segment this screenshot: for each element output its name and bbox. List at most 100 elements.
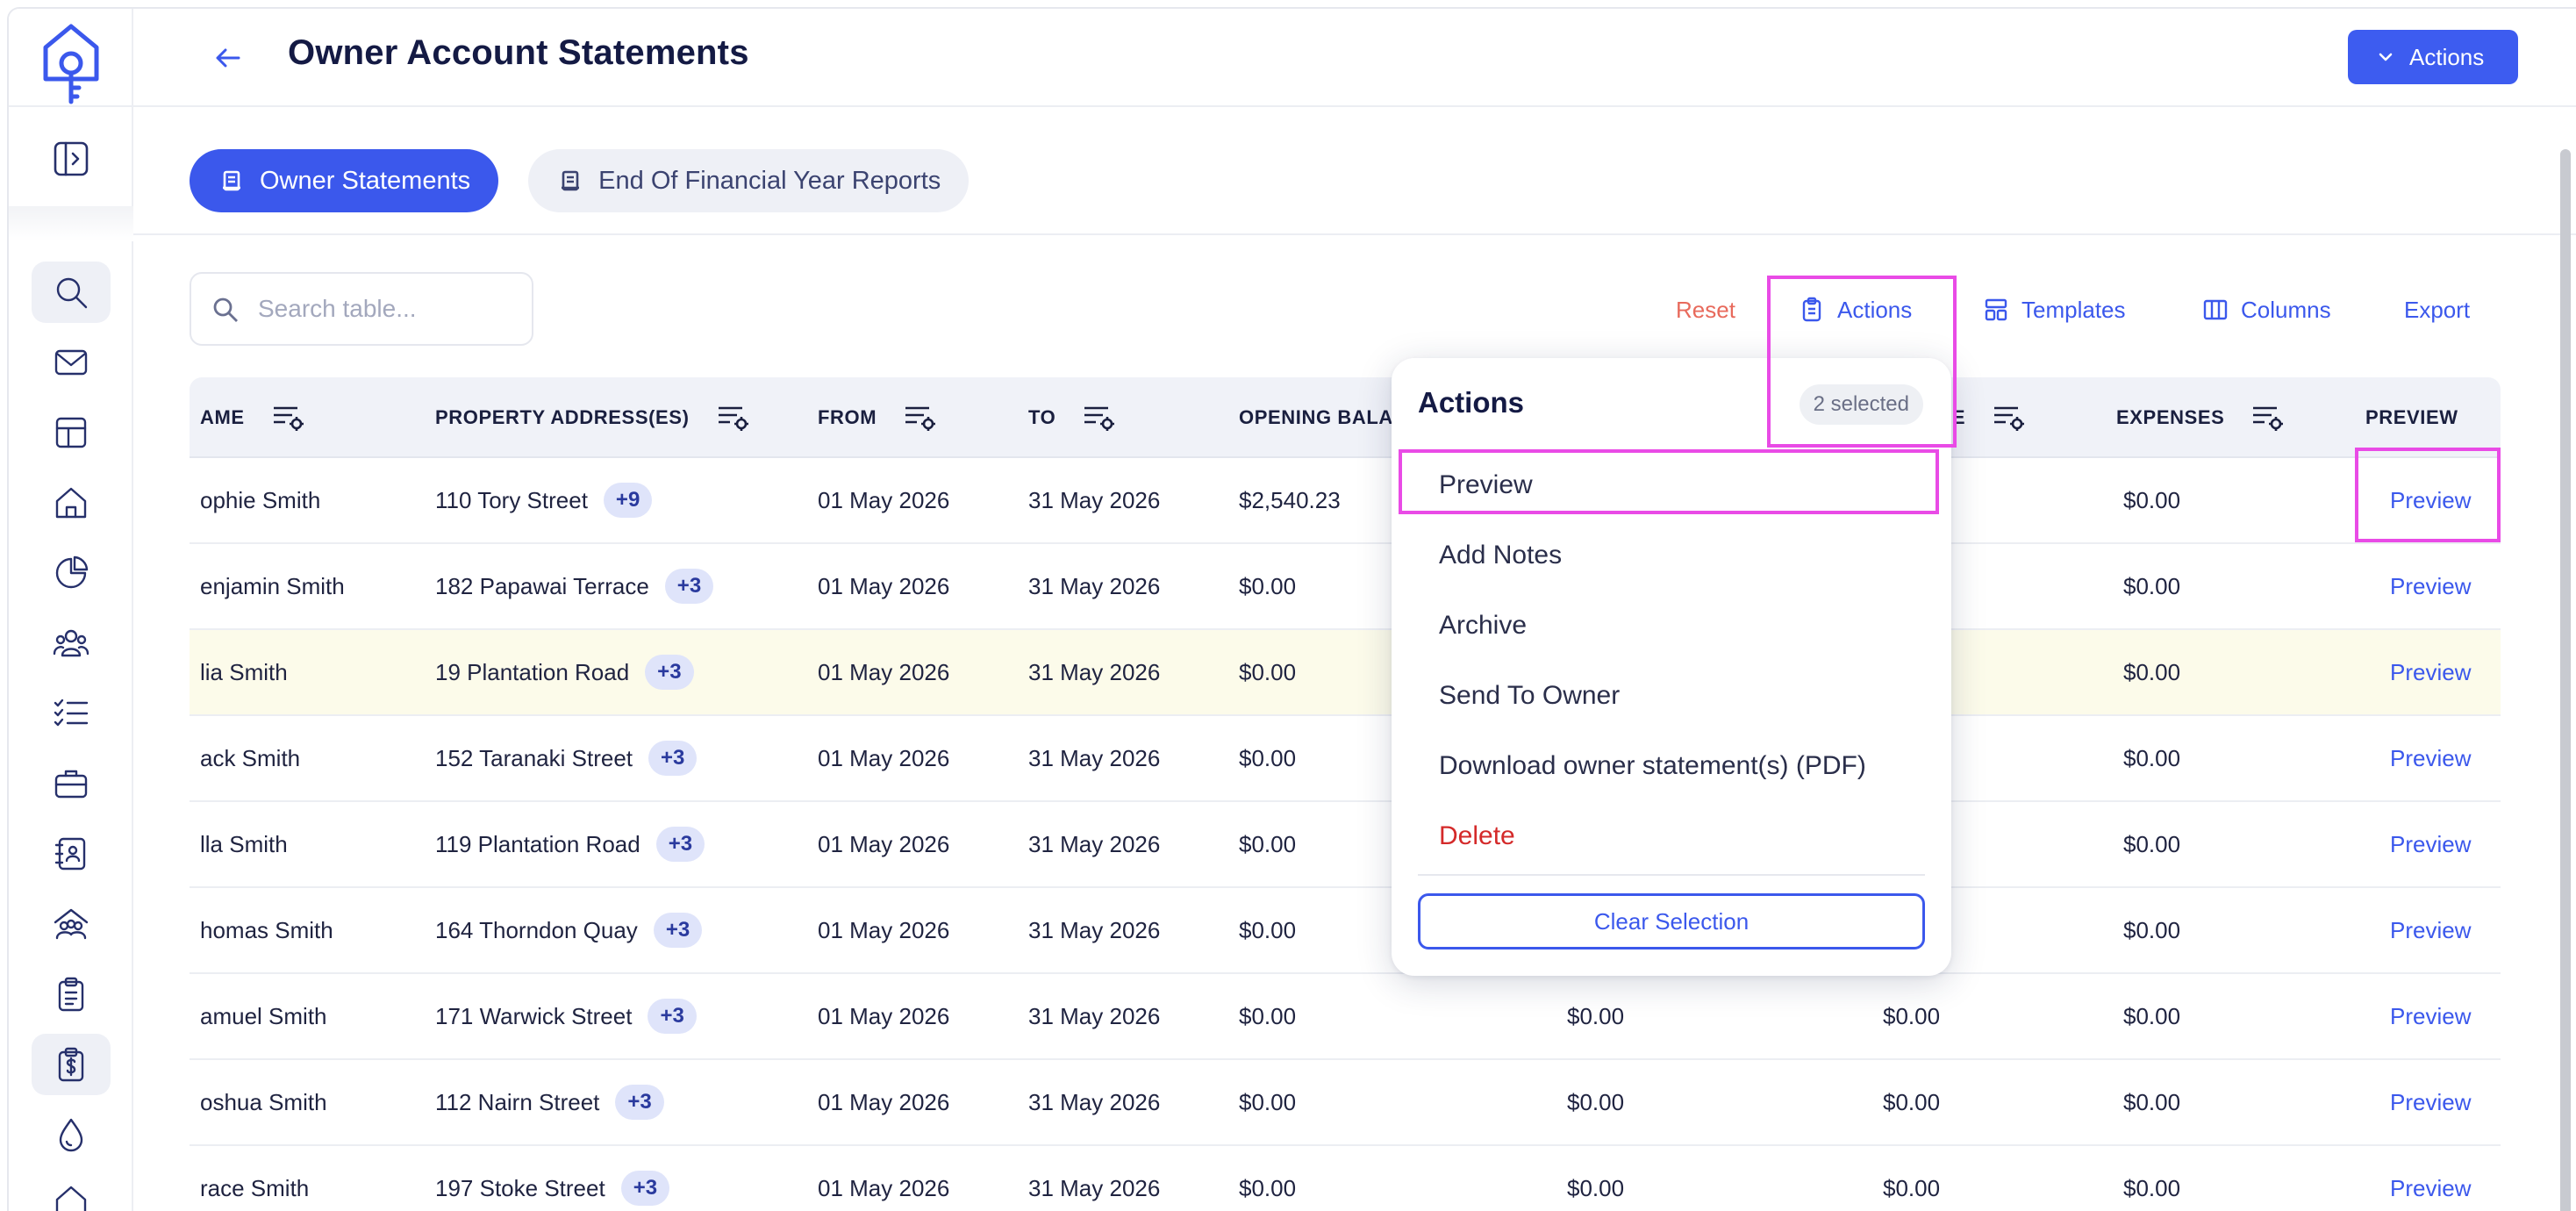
column-settings-icon[interactable] (2250, 402, 2286, 434)
cell-address: 112 Nairn Street +3 (435, 1060, 664, 1144)
menu-item-send-to-owner[interactable]: Send To Owner (1439, 681, 1621, 710)
header-actions-button[interactable]: Actions (2348, 30, 2518, 84)
more-properties-badge[interactable]: +9 (603, 483, 653, 518)
cell-opening: $0.00 (1239, 1060, 1296, 1144)
header-address[interactable]: PROPERTY ADDRESS(ES) (435, 377, 751, 458)
cell-text: 01 May 2026 (818, 1088, 950, 1115)
header-name-label: AME (200, 406, 245, 428)
cell-text: $0.00 (2123, 830, 2181, 857)
cell-opening: $0.00 (1239, 802, 1296, 886)
selected-count-badge: 2 selected (1799, 384, 1923, 425)
column-settings-icon[interactable] (1082, 402, 1117, 434)
briefcase-icon[interactable] (32, 753, 111, 814)
checklist-icon[interactable] (32, 683, 111, 744)
columns-button[interactable]: Columns (2202, 288, 2331, 332)
table-actions-label: Actions (1837, 296, 1913, 323)
reset-button[interactable]: Reset (1676, 288, 1735, 332)
cell-from: 01 May 2026 (818, 802, 949, 886)
clipboard-dollar-icon[interactable] (32, 1034, 111, 1095)
preview-link[interactable]: Preview (2390, 1146, 2471, 1211)
cell-text: 164 Thorndon Quay (435, 916, 638, 943)
table-row[interactable]: homas Smith 164 Thorndon Quay +3 01 May 202… (190, 888, 2501, 974)
header-to[interactable]: TO (1028, 377, 1117, 458)
header-from[interactable]: FROM (818, 377, 938, 458)
house-icon[interactable] (32, 1171, 111, 1211)
table-row[interactable]: amuel Smith 171 Warwick Street +3 01 May 20… (190, 974, 2501, 1060)
vertical-scrollbar[interactable] (2560, 149, 2571, 1211)
clipboard-icon[interactable] (32, 964, 111, 1025)
templates-button[interactable]: Templates (1983, 288, 2126, 332)
table-row[interactable]: race Smith 197 Stoke Street +3 01 May 2026 3… (190, 1146, 2501, 1211)
mail-icon[interactable] (32, 332, 111, 393)
table-row[interactable]: oshua Smith 112 Nairn Street +3 01 May 2026… (190, 1060, 2501, 1146)
logo-icon[interactable] (40, 21, 102, 105)
menu-item-add-notes[interactable]: Add Notes (1439, 541, 1563, 570)
menu-item-archive[interactable]: Archive (1439, 611, 1528, 640)
cell-from: 01 May 2026 (818, 888, 949, 972)
tabs-divider (133, 233, 2576, 235)
cell-to: 31 May 2026 (1028, 1060, 1160, 1144)
people-icon[interactable] (32, 613, 111, 674)
cell-text: 112 Nairn Street (435, 1088, 600, 1115)
sidebar (9, 9, 133, 1211)
team-house-icon[interactable] (32, 893, 111, 955)
contacts-book-icon[interactable] (32, 823, 111, 885)
cell-text: Preview (2390, 486, 2472, 513)
table-row[interactable]: enjamin Smith 182 Papawai Terrace +3 01 May… (190, 544, 2501, 630)
more-properties-badge[interactable]: +3 (664, 569, 714, 604)
preview-link[interactable]: Preview (2390, 888, 2471, 972)
table-header: AME PROPERTY ADDRESS(ES) FROM TO OPENING… (190, 377, 2501, 458)
cell-text: Preview (2390, 830, 2472, 857)
column-settings-icon[interactable] (716, 402, 751, 434)
cell-text: Preview (2390, 658, 2472, 685)
water-drop-icon[interactable] (32, 1104, 111, 1165)
cell-name: ack Smith (200, 716, 300, 800)
more-properties-badge[interactable]: +3 (648, 741, 698, 776)
more-properties-badge[interactable]: +3 (653, 913, 703, 948)
menu-item-delete[interactable]: Delete (1439, 821, 1515, 850)
more-properties-badge[interactable]: +3 (620, 1171, 670, 1206)
header-expenses[interactable]: EXPENSES (2116, 377, 2286, 458)
cell-name: lla Smith (200, 802, 288, 886)
columns-icon (2203, 299, 2228, 320)
tab-owner-statements[interactable]: Owner Statements (190, 149, 499, 212)
search-input[interactable]: Search table... (190, 272, 533, 346)
cell-text: 01 May 2026 (818, 744, 950, 771)
table-row[interactable]: lia Smith 19 Plantation Road +3 01 May 2026… (190, 630, 2501, 716)
table-actions-button[interactable]: Actions (1799, 288, 1912, 332)
column-settings-icon[interactable] (271, 402, 306, 434)
preview-link[interactable]: Preview (2390, 974, 2471, 1058)
preview-link[interactable]: Preview (2390, 630, 2471, 714)
layout-icon[interactable] (32, 402, 111, 463)
back-arrow-icon[interactable] (211, 40, 246, 75)
menu-item-preview[interactable]: Preview (1439, 470, 1533, 499)
home-icon[interactable] (32, 472, 111, 534)
cell-text: $0.00 (1883, 1174, 1941, 1201)
table-row[interactable]: lla Smith 119 Plantation Road +3 01 May 202… (190, 802, 2501, 888)
preview-link[interactable]: Preview (2390, 802, 2471, 886)
more-properties-badge[interactable]: +3 (655, 827, 705, 862)
preview-link[interactable]: Preview (2390, 458, 2471, 542)
tab-label: End Of Financial Year Reports (598, 166, 941, 195)
tab-end-of-financial-year-reports[interactable]: End Of Financial Year Reports (528, 149, 970, 212)
sidebar-toggle-icon[interactable] (53, 140, 89, 177)
preview-link[interactable]: Preview (2390, 1060, 2471, 1144)
export-button[interactable]: Export (2404, 288, 2470, 332)
more-properties-badge[interactable]: +3 (615, 1085, 664, 1120)
more-properties-badge[interactable]: +3 (648, 999, 697, 1034)
table-row[interactable]: ack Smith 152 Taranaki Street +3 01 May 202… (190, 716, 2501, 802)
column-settings-icon[interactable] (1992, 402, 2027, 434)
pie-chart-icon[interactable] (32, 542, 111, 604)
templates-icon (1985, 298, 2007, 321)
preview-link[interactable]: Preview (2390, 544, 2471, 628)
more-properties-badge[interactable]: +3 (645, 655, 694, 690)
cell-name: oshua Smith (200, 1060, 327, 1144)
search-icon[interactable] (32, 262, 111, 323)
column-settings-icon[interactable] (903, 402, 938, 434)
preview-link[interactable]: Preview (2390, 716, 2471, 800)
header-name[interactable]: AME (200, 377, 306, 458)
menu-item-download-pdf[interactable]: Download owner statement(s) (PDF) (1439, 751, 1866, 780)
table-row[interactable]: ophie Smith 110 Tory Street +9 01 May 2026 3… (190, 458, 2501, 544)
header-opening-balance[interactable]: OPENING BALAN (1239, 377, 1407, 458)
clear-selection-button[interactable]: Clear Selection (1418, 893, 1925, 949)
